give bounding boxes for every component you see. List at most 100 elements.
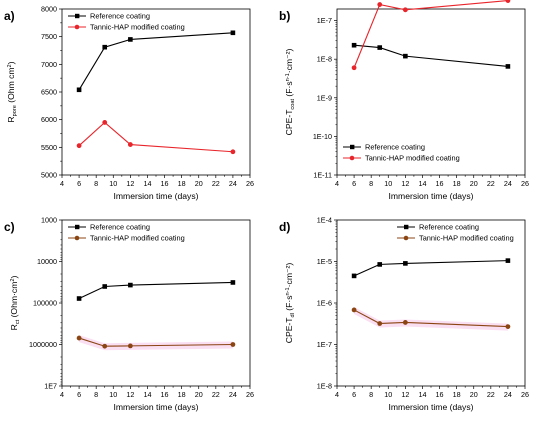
y-tick-label: 1E-4 (317, 216, 332, 225)
series-line-1 (353, 0, 508, 68)
y-tick-label: 1E-5 (317, 257, 332, 266)
legend-label: Reference coating (90, 12, 150, 21)
x-tick-label: 12 (126, 390, 134, 399)
data-point (505, 64, 511, 69)
y-tick-label: 1E-6 (317, 299, 332, 308)
x-tick-label: 8 (94, 179, 98, 188)
legend-marker (74, 235, 80, 241)
y-tick-label: 1E-8 (317, 382, 332, 391)
series-line-1 (78, 337, 233, 347)
y-tick-label: 5500 (41, 143, 57, 152)
x-tick-label: 24 (504, 179, 512, 188)
series-line-0 (353, 260, 508, 277)
y-tick-label: 7000 (41, 60, 57, 69)
x-tick-label: 20 (195, 390, 203, 399)
chart-panel-a: a) 4 6 8 10 12 14 16 18 20 22 24 26 Immersion time (d… (0, 0, 275, 210)
chart-panel-c: c) 4 6 8 10 12 14 16 18 20 22 24 26 Immersion time (d… (0, 211, 275, 421)
data-point (351, 273, 357, 279)
x-tick-label: 6 (77, 179, 81, 188)
y-tick-label: 10000 (37, 257, 57, 266)
chart-a-svg: a) 4 6 8 10 12 14 16 18 20 22 24 26 Immersion time (d… (4, 5, 254, 202)
data-point (351, 42, 357, 48)
panel-label: a) (4, 9, 15, 23)
x-tick-label: 6 (77, 390, 81, 399)
x-tick-label: 22 (487, 390, 495, 399)
x-tick-label: 14 (418, 390, 426, 399)
chart-panel-d: d) 4 6 8 10 12 14 16 18 20 22 24 26 Immersion time (d… (275, 211, 550, 421)
data-point (505, 324, 511, 329)
data-point (102, 44, 108, 50)
legend-marker (349, 155, 355, 161)
y-tick-label: 1E-11 (313, 171, 332, 180)
x-tick-label: 20 (470, 179, 478, 188)
x-axis-label: Immersion time (days) (114, 402, 199, 412)
y-tick-label: 1E-9 (317, 93, 332, 102)
x-tick-label: 6 (352, 179, 356, 188)
data-point (102, 120, 108, 125)
legend-marker (350, 144, 355, 150)
highlight-band (79, 335, 233, 351)
x-tick-label: 18 (453, 390, 461, 399)
data-point (127, 142, 133, 147)
x-tick-label: 14 (418, 179, 426, 188)
data-point (102, 284, 108, 289)
x-tick-label: 16 (436, 390, 444, 399)
y-tick-label: 6000 (41, 115, 57, 124)
x-tick-label: 4 (335, 179, 339, 188)
x-tick-label: 16 (436, 179, 444, 188)
y-axis-label: Rpore (Ohm cm2) (6, 61, 18, 122)
x-tick-label: 16 (161, 179, 169, 188)
data-point (76, 296, 82, 301)
data-point (505, 0, 511, 3)
x-axis-label: Immersion time (days) (389, 191, 474, 201)
data-point (505, 258, 511, 263)
data-point (76, 143, 82, 149)
series-line-0 (78, 281, 233, 300)
y-axis-label: CPE-Tdl (F·sn-1·cm⁻²) (284, 263, 296, 344)
series-line-0 (78, 32, 233, 91)
y-tick-label: 1E-8 (317, 55, 332, 64)
x-tick-label: 22 (212, 179, 220, 188)
series-line-1 (78, 121, 233, 153)
legend-marker (75, 13, 80, 19)
y-tick-label: 6500 (41, 88, 57, 97)
x-tick-label: 26 (521, 390, 529, 399)
x-tick-label: 4 (60, 179, 64, 188)
data-point (377, 2, 383, 7)
x-tick-label: 6 (352, 390, 356, 399)
data-point (230, 342, 236, 347)
legend-marker (404, 224, 409, 230)
data-point (351, 65, 357, 71)
x-tick-label: 4 (60, 390, 64, 399)
legend-marker (403, 235, 409, 241)
panel-label: c) (4, 220, 15, 234)
x-tick-label: 8 (94, 390, 98, 399)
x-tick-label: 4 (335, 390, 339, 399)
x-tick-label: 24 (229, 390, 237, 399)
data-point (128, 282, 133, 288)
y-tick-label: 5000 (41, 171, 57, 180)
chart-panel-b: b) 4 6 8 10 12 14 16 18 20 22 24 26 Immersion time (d… (275, 0, 550, 210)
x-tick-label: 24 (229, 179, 237, 188)
x-tick-label: 10 (109, 390, 117, 399)
x-tick-label: 12 (126, 179, 134, 188)
data-point (377, 262, 383, 267)
chart-d-svg: d) 4 6 8 10 12 14 16 18 20 22 24 26 Immersion time (d… (279, 216, 529, 413)
y-tick-label: 7500 (41, 32, 57, 41)
x-tick-label: 26 (521, 179, 529, 188)
x-tick-label: 10 (384, 390, 392, 399)
x-tick-label: 14 (143, 179, 151, 188)
data-point (128, 37, 133, 42)
data-point (127, 343, 133, 349)
y-tick-label: 8000 (41, 5, 57, 14)
data-point (402, 7, 408, 13)
panel-label: d) (279, 220, 290, 234)
x-axis-label: Immersion time (days) (114, 191, 199, 201)
legend-label: Tannic-HAP modified coating (90, 234, 185, 243)
legend-label: Reference coating (365, 143, 425, 152)
data-point (351, 307, 357, 313)
legend-label: Tannic-HAP modified coating (365, 154, 460, 163)
legend-label: Reference coating (419, 223, 479, 232)
y-tick-label: 1E7 (44, 382, 57, 391)
x-tick-label: 8 (369, 179, 373, 188)
